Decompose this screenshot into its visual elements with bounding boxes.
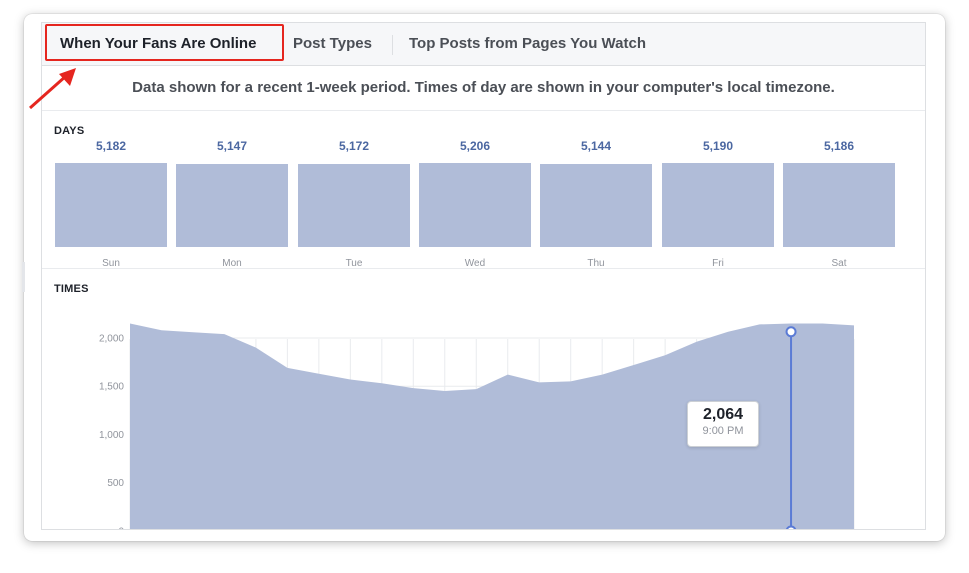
day-label: Sat <box>831 258 847 269</box>
day-value: 5,190 <box>702 139 734 153</box>
hover-point-bottom <box>785 525 797 529</box>
tab-top-posts-pages-you-watch[interactable]: Top Posts from Pages You Watch <box>409 35 646 52</box>
day-bar <box>419 163 531 247</box>
day-bar <box>176 164 288 247</box>
day-column-fri[interactable]: 5,190 Fri <box>662 139 774 269</box>
tab-bar: When Your Fans Are Online Post Types Top… <box>42 23 925 66</box>
y-axis-ticks: 0 500 1,000 1,500 2,000 <box>99 333 124 529</box>
day-label: Wed <box>464 258 486 269</box>
tooltip-time: 9:00 PM <box>702 425 744 437</box>
tab-divider <box>392 35 393 55</box>
day-bar <box>662 163 774 247</box>
day-column-wed[interactable]: 5,206 Wed <box>419 139 531 269</box>
day-value: 5,206 <box>459 139 491 153</box>
day-label: Fri <box>712 258 724 269</box>
times-section-label: TIMES <box>54 283 89 295</box>
day-bar <box>783 163 895 247</box>
day-value: 5,144 <box>580 139 612 153</box>
times-area-series <box>130 323 854 529</box>
day-column-sat[interactable]: 5,186 Sat <box>783 139 895 269</box>
tooltip-value: 2,064 <box>702 406 744 423</box>
day-bar <box>540 164 652 247</box>
day-value: 5,186 <box>823 139 855 153</box>
hover-tooltip: 2,064 9:00 PM <box>687 401 759 447</box>
window-edge-handle <box>22 262 25 292</box>
y-tick-label: 1,000 <box>99 430 124 441</box>
y-tick-label: 2,000 <box>99 333 124 344</box>
day-bar <box>298 163 410 247</box>
day-label: Sun <box>102 258 120 269</box>
day-label: Thu <box>587 258 605 269</box>
day-column-sun[interactable]: 5,182 Sun <box>55 139 167 269</box>
hover-point-top <box>785 326 797 338</box>
day-value: 5,172 <box>338 139 370 153</box>
annotation-arrow-icon <box>29 68 76 110</box>
days-section-label: DAYS <box>54 125 85 137</box>
day-label: Mon <box>222 258 242 269</box>
tab-highlight-annotation <box>45 24 284 61</box>
section-divider <box>42 268 925 269</box>
tab-post-types[interactable]: Post Types <box>293 35 372 52</box>
day-bar <box>55 163 167 247</box>
y-tick-label: 500 <box>107 478 124 489</box>
day-label: Tue <box>345 258 363 269</box>
period-notice: Data shown for a recent 1-week period. T… <box>42 66 925 111</box>
y-tick-label: 0 <box>118 527 124 530</box>
day-column-tue[interactable]: 5,172 Tue <box>298 139 410 269</box>
tab-when-fans-online[interactable]: When Your Fans Are Online <box>60 35 257 52</box>
day-column-mon[interactable]: 5,147 Mon <box>176 139 288 269</box>
day-value: 5,182 <box>95 139 127 153</box>
insights-panel: When Your Fans Are Online Post Types Top… <box>41 22 926 530</box>
y-tick-label: 1,500 <box>99 382 124 393</box>
day-column-thu[interactable]: 5,144 Thu <box>540 139 652 269</box>
day-value: 5,147 <box>216 139 248 153</box>
